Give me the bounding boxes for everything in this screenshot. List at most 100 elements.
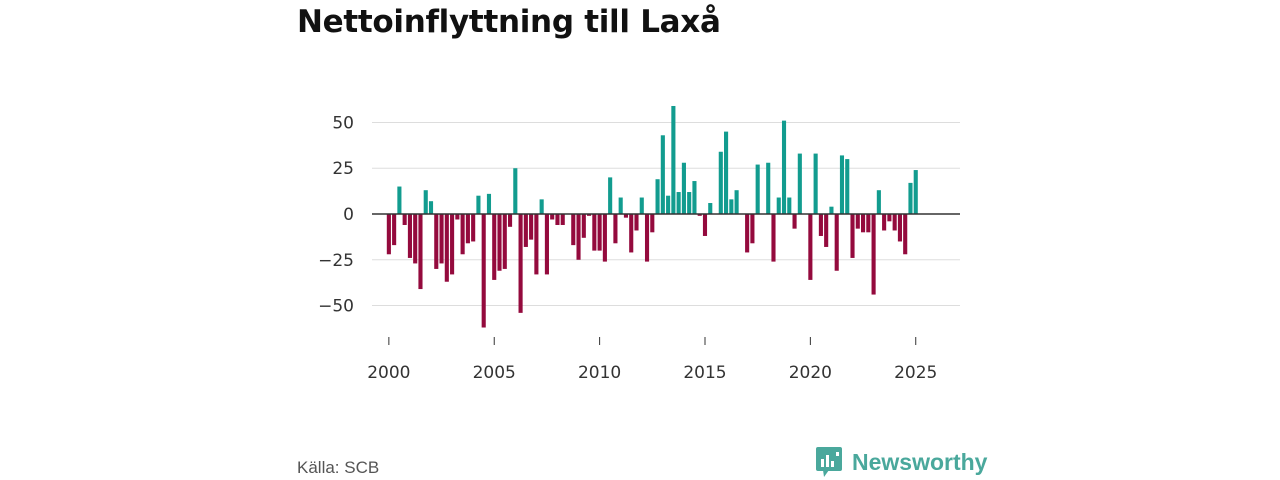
- bar: [913, 170, 918, 214]
- bar: [460, 214, 465, 255]
- y-tick-label: −50: [318, 297, 354, 317]
- bar: [903, 214, 908, 255]
- bar: [845, 159, 850, 214]
- bar: [544, 214, 549, 275]
- bar: [644, 214, 650, 262]
- bar: [534, 214, 539, 275]
- bar: [550, 214, 555, 220]
- bar: [655, 179, 660, 214]
- bar: [882, 214, 887, 231]
- bar: [602, 214, 607, 262]
- bar: [555, 214, 560, 225]
- bar: [439, 214, 444, 264]
- bar: [618, 197, 623, 214]
- bar: [623, 214, 629, 218]
- bar: [692, 181, 697, 214]
- newsworthy-icon: [816, 447, 842, 477]
- brand-logo[interactable]: Newsworthy: [815, 446, 987, 478]
- bar: [597, 214, 602, 251]
- bar: [660, 135, 665, 214]
- bar: [808, 214, 813, 280]
- bar: [676, 192, 681, 214]
- bar: [687, 192, 692, 214]
- bar: [444, 214, 449, 282]
- x-tick-label: 2005: [473, 363, 516, 383]
- bar: [834, 214, 839, 271]
- x-tick-label: 2020: [789, 363, 832, 383]
- bar: [850, 214, 855, 258]
- bar: [908, 182, 913, 214]
- bar: [887, 214, 892, 222]
- bar: [407, 214, 412, 258]
- bar: [492, 214, 497, 280]
- bar: [613, 214, 618, 244]
- bar: [750, 214, 755, 244]
- bar: [450, 214, 455, 275]
- bar: [502, 214, 507, 269]
- bar: [839, 155, 845, 214]
- bar: [892, 214, 897, 231]
- chart-title: Nettoinflyttning till Laxå: [297, 4, 721, 40]
- bar: [560, 214, 565, 225]
- source-note: Källa: SCB: [297, 458, 380, 477]
- bar: [897, 214, 902, 242]
- bar: [666, 195, 671, 214]
- bar: [818, 214, 823, 236]
- bar: [650, 214, 655, 233]
- bar: [413, 214, 418, 264]
- bar: [824, 214, 829, 247]
- bar: [724, 131, 729, 214]
- bar: [639, 197, 644, 214]
- bar: [745, 214, 750, 253]
- x-tick-label: 2010: [578, 363, 621, 383]
- bar: [513, 168, 518, 214]
- bar: [386, 214, 391, 255]
- bar: [766, 162, 771, 214]
- bar: [397, 186, 402, 214]
- bar: [634, 214, 639, 231]
- bar: [402, 214, 407, 225]
- bar: [486, 193, 492, 214]
- bar: [428, 201, 434, 214]
- bar: [423, 190, 428, 214]
- bar: [476, 195, 481, 214]
- bar: [787, 197, 792, 214]
- bar: [797, 153, 802, 214]
- x-tick-label: 2000: [367, 363, 410, 383]
- bar: [813, 153, 818, 214]
- bar: [481, 214, 486, 328]
- bar: [529, 214, 534, 240]
- bar: [471, 214, 476, 242]
- y-tick-label: −25: [318, 251, 354, 271]
- bar: [734, 190, 739, 214]
- x-axis-ticks: 2000 2005 2010 2015 2020 2025: [367, 337, 937, 383]
- bar: [418, 214, 423, 290]
- bar: [755, 164, 760, 214]
- bar: [587, 214, 592, 216]
- brand-name: Newsworthy: [852, 448, 988, 475]
- bar: [681, 162, 686, 214]
- bar: [792, 214, 797, 229]
- bar: [718, 151, 723, 214]
- bar: [576, 214, 581, 260]
- bar: [860, 214, 866, 233]
- bar: [497, 214, 502, 271]
- bar: [697, 214, 702, 216]
- bar: [671, 105, 676, 214]
- gridlines: [372, 121, 960, 307]
- bar: [771, 214, 776, 262]
- bar: [608, 177, 613, 214]
- bar: [876, 190, 881, 214]
- y-tick-label: 50: [332, 113, 354, 133]
- bar: [571, 214, 576, 246]
- bar: [829, 206, 834, 214]
- bar: [592, 214, 597, 251]
- bar: [708, 203, 713, 214]
- bar: [855, 214, 860, 229]
- bar: [729, 199, 734, 214]
- bar: [581, 214, 586, 238]
- bar: [866, 214, 871, 233]
- y-tick-label: 25: [332, 159, 354, 179]
- bar: [523, 214, 528, 247]
